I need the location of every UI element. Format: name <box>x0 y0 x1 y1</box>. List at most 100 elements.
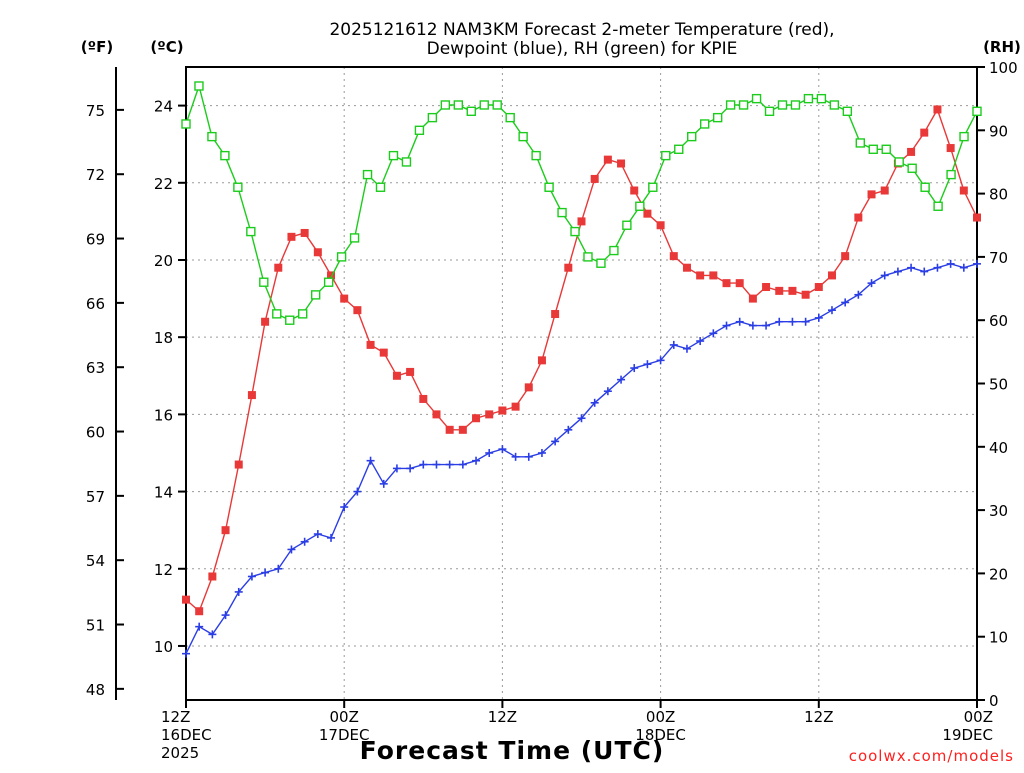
x-axis-label: Forecast Time (UTC) <box>360 736 665 765</box>
rh-tick-label: 50 <box>989 376 1008 394</box>
dewpoint-point <box>603 387 612 396</box>
dewpoint-point <box>907 263 916 272</box>
fahrenheit-unit-label: (ºF) <box>81 38 113 56</box>
dewpoint-point <box>643 360 652 369</box>
temperature-point <box>406 367 415 376</box>
temperature-point <box>221 526 230 535</box>
temperature-point <box>392 371 401 380</box>
dewpoint-point <box>762 321 771 330</box>
temperature-point <box>933 105 942 114</box>
temperature-point <box>300 228 309 237</box>
dewpoint-point <box>920 267 929 276</box>
x-tick-label: 17DEC <box>319 726 370 744</box>
series-dewpoint <box>182 259 981 658</box>
dewpoint-point <box>195 622 204 631</box>
series-2-meter-temperature <box>182 105 981 616</box>
dewpoint-point <box>617 375 626 384</box>
rh-point <box>855 138 865 148</box>
rh-point <box>285 315 295 325</box>
temperature-point <box>788 286 797 295</box>
rh-point <box>933 201 943 211</box>
temperature-point <box>643 209 652 218</box>
fahrenheit-tick-label: 51 <box>86 617 105 635</box>
temperature-point <box>748 294 757 303</box>
celsius-tick-label: 14 <box>154 484 173 502</box>
dewpoint-point <box>893 267 902 276</box>
temperature-point <box>445 425 454 434</box>
rh-point <box>920 182 930 192</box>
rh-point <box>453 100 464 110</box>
dewpoint-point <box>485 448 494 457</box>
celsius-tick-label: 22 <box>154 175 173 193</box>
fahrenheit-tick-label: 57 <box>86 488 105 506</box>
dewpoint-point <box>432 460 441 469</box>
rh-point <box>674 144 684 154</box>
rh-point <box>505 112 515 123</box>
dewpoint-point <box>775 317 784 326</box>
temperature-point <box>696 271 705 280</box>
celsius-tick-label: 16 <box>154 406 173 424</box>
temperature-point <box>287 232 296 241</box>
temperature-point <box>353 306 362 315</box>
rh-point <box>959 131 969 142</box>
rh-point <box>842 106 853 117</box>
dewpoint-point <box>669 340 678 349</box>
rh-point <box>829 100 840 110</box>
dewpoint-point <box>867 279 876 288</box>
rh-point <box>518 131 528 142</box>
temperature-point <box>630 186 639 195</box>
dewpoint-point <box>247 572 256 581</box>
dewpoint-point <box>458 460 467 469</box>
dewpoint-point <box>722 321 731 330</box>
fahrenheit-tick-label: 63 <box>86 359 105 377</box>
grid-lines <box>186 67 977 700</box>
rh-point <box>972 106 982 117</box>
temperature-point <box>669 252 678 261</box>
rh-point <box>635 201 645 211</box>
celsius-tick-label: 12 <box>154 561 173 579</box>
rh-point <box>661 150 671 161</box>
temperature-point <box>709 271 718 280</box>
celsius-tick-label: 20 <box>154 252 173 270</box>
rh-tick-label: 30 <box>989 502 1008 520</box>
temperature-point <box>458 425 467 434</box>
rh-point <box>583 252 593 262</box>
temperature-point <box>564 263 573 272</box>
rh-tick-label: 20 <box>989 565 1008 583</box>
rh-point <box>233 182 243 192</box>
temperature-point <box>537 356 546 365</box>
temperature-point <box>261 317 270 326</box>
rh-point <box>725 100 736 110</box>
dewpoint-point <box>498 445 507 454</box>
celsius-unit-label: (ºC) <box>150 38 183 56</box>
rh-point <box>440 100 451 110</box>
credit-text: coolwx.com/models <box>849 747 1014 765</box>
rh-point <box>388 150 399 161</box>
rh-point <box>246 226 256 237</box>
dewpoint-point <box>511 452 520 461</box>
rh-tick-label: 80 <box>989 186 1008 204</box>
dewpoint-point <box>406 464 415 473</box>
dewpoint-point <box>959 263 968 272</box>
temperature-point <box>959 186 968 195</box>
rh-tick-label: 90 <box>989 122 1008 140</box>
temperature-point <box>432 410 441 419</box>
temperature-point <box>195 607 204 616</box>
dewpoint-point <box>682 344 691 353</box>
temperature-point <box>551 310 560 319</box>
temperature-point <box>973 213 981 222</box>
dewpoint-point <box>287 545 296 554</box>
temperature-point <box>379 348 388 357</box>
temperature-point <box>841 252 850 261</box>
rh-point <box>544 182 554 192</box>
temperature-point <box>827 271 836 280</box>
data-series <box>181 81 982 658</box>
rh-point <box>492 100 502 110</box>
dewpoint-point <box>353 487 362 496</box>
dewpoint-point <box>300 537 309 546</box>
rh-point <box>401 157 412 167</box>
dewpoint-point <box>841 298 850 307</box>
temperature-point <box>854 213 863 222</box>
fahrenheit-tick-label: 54 <box>86 552 105 570</box>
rh-point <box>648 182 658 192</box>
